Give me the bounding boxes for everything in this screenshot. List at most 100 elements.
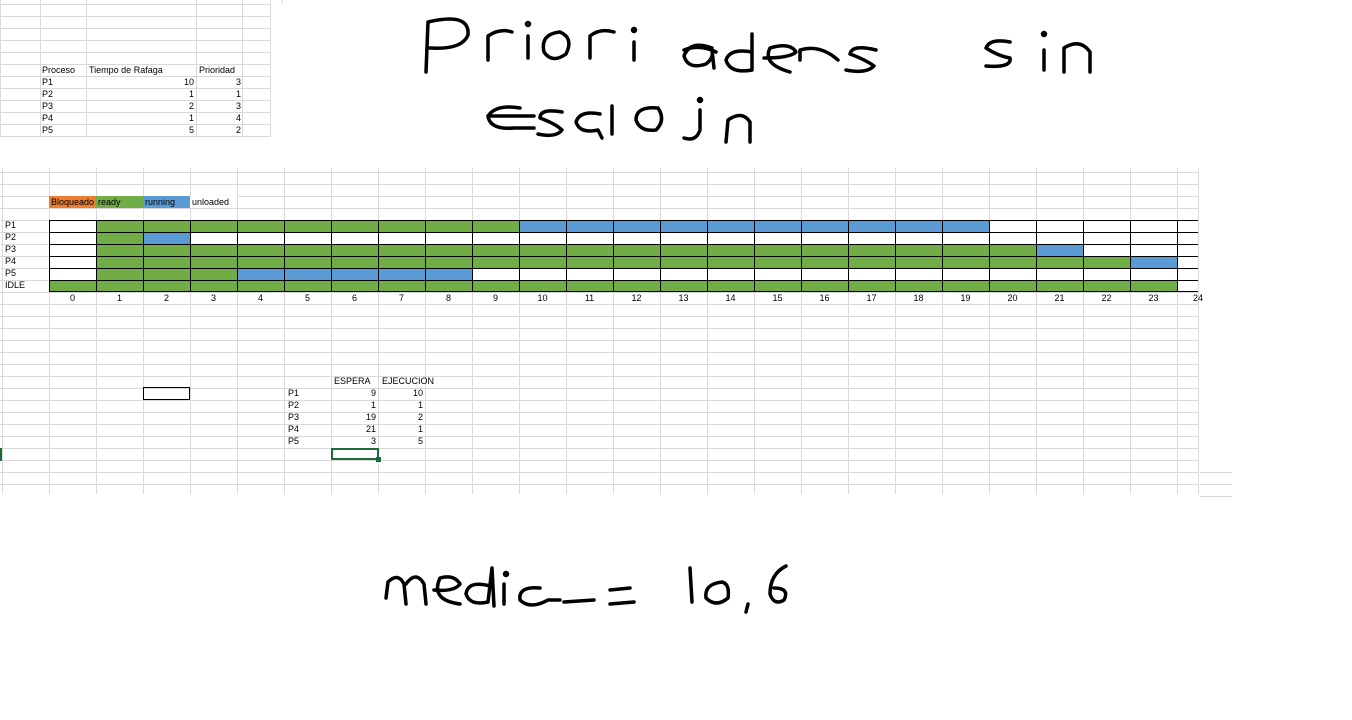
gantt-cell[interactable] (566, 256, 613, 268)
gantt-cell[interactable] (895, 220, 942, 232)
gantt-cell[interactable] (519, 256, 566, 268)
gantt-cell[interactable] (989, 256, 1036, 268)
gantt-cell[interactable] (754, 268, 801, 280)
gantt-cell[interactable] (942, 232, 989, 244)
gantt-cell[interactable] (378, 256, 425, 268)
gantt-cell[interactable] (613, 220, 660, 232)
gantt-cell[interactable] (49, 232, 96, 244)
gantt-cell[interactable] (190, 268, 237, 280)
gantt-cell[interactable] (472, 280, 519, 292)
gantt-cell[interactable] (1177, 220, 1198, 232)
gantt-cell[interactable] (989, 244, 1036, 256)
gantt-cell[interactable] (237, 220, 284, 232)
gantt-cell[interactable] (425, 280, 472, 292)
gantt-cell[interactable] (472, 268, 519, 280)
gantt-cell[interactable] (425, 232, 472, 244)
gantt-cell[interactable] (566, 280, 613, 292)
gantt-cell[interactable] (942, 244, 989, 256)
gantt-cell[interactable] (472, 232, 519, 244)
gantt-cell[interactable] (660, 244, 707, 256)
gantt-cell[interactable] (895, 232, 942, 244)
gantt-cell[interactable] (1177, 268, 1198, 280)
gantt-cell[interactable] (1036, 244, 1083, 256)
gantt-cell[interactable] (801, 220, 848, 232)
gantt-cell[interactable] (190, 232, 237, 244)
gantt-cell[interactable] (1130, 244, 1177, 256)
gantt-cell[interactable] (942, 220, 989, 232)
gantt-cell[interactable] (895, 244, 942, 256)
gantt-cell[interactable] (49, 256, 96, 268)
gantt-cell[interactable] (1036, 256, 1083, 268)
gantt-cell[interactable] (519, 268, 566, 280)
gantt-cell[interactable] (96, 280, 143, 292)
gantt-cell[interactable] (519, 220, 566, 232)
gantt-cell[interactable] (96, 232, 143, 244)
gantt-cell[interactable] (1177, 280, 1198, 292)
gantt-cell[interactable] (143, 220, 190, 232)
gantt-cell[interactable] (660, 232, 707, 244)
gantt-cell[interactable] (707, 280, 754, 292)
gantt-cell[interactable] (1177, 232, 1198, 244)
gantt-cell[interactable] (707, 220, 754, 232)
gantt-cell[interactable] (1130, 280, 1177, 292)
gantt-cell[interactable] (613, 256, 660, 268)
gantt-cell[interactable] (331, 256, 378, 268)
gantt-cell[interactable] (1036, 268, 1083, 280)
gantt-cell[interactable] (754, 220, 801, 232)
gantt-cell[interactable] (848, 268, 895, 280)
gantt-cell[interactable] (49, 268, 96, 280)
gantt-cell[interactable] (801, 280, 848, 292)
gantt-cell[interactable] (143, 280, 190, 292)
gantt-cell[interactable] (284, 220, 331, 232)
gantt-cell[interactable] (1130, 232, 1177, 244)
gantt-cell[interactable] (1083, 232, 1130, 244)
gantt-cell[interactable] (566, 244, 613, 256)
gantt-cell[interactable] (848, 256, 895, 268)
gantt-cell[interactable] (49, 280, 96, 292)
gantt-cell[interactable] (378, 220, 425, 232)
gantt-cell[interactable] (1177, 244, 1198, 256)
gantt-cell[interactable] (660, 256, 707, 268)
gantt-cell[interactable] (566, 268, 613, 280)
gantt-cell[interactable] (848, 232, 895, 244)
gantt-cell[interactable] (237, 244, 284, 256)
gantt-cell[interactable] (284, 232, 331, 244)
gantt-cell[interactable] (1083, 220, 1130, 232)
gantt-cell[interactable] (425, 244, 472, 256)
gantt-cell[interactable] (96, 268, 143, 280)
gantt-cell[interactable] (49, 244, 96, 256)
gantt-cell[interactable] (613, 280, 660, 292)
gantt-cell[interactable] (237, 280, 284, 292)
gantt-cell[interactable] (660, 220, 707, 232)
gantt-cell[interactable] (1083, 268, 1130, 280)
gantt-cell[interactable] (331, 280, 378, 292)
gantt-cell[interactable] (754, 232, 801, 244)
gantt-cell[interactable] (566, 220, 613, 232)
gantt-cell[interactable] (425, 268, 472, 280)
gantt-cell[interactable] (472, 256, 519, 268)
gantt-cell[interactable] (942, 280, 989, 292)
gantt-cell[interactable] (848, 220, 895, 232)
gantt-cell[interactable] (707, 256, 754, 268)
gantt-cell[interactable] (378, 268, 425, 280)
gantt-cell[interactable] (848, 280, 895, 292)
gantt-cell[interactable] (331, 232, 378, 244)
gantt-cell[interactable] (190, 244, 237, 256)
gantt-cell[interactable] (801, 232, 848, 244)
gantt-cell[interactable] (707, 268, 754, 280)
gantt-cell[interactable] (801, 244, 848, 256)
gantt-cell[interactable] (472, 220, 519, 232)
gantt-cell[interactable] (1083, 244, 1130, 256)
gantt-cell[interactable] (237, 268, 284, 280)
gantt-cell[interactable] (519, 244, 566, 256)
gantt-cell[interactable] (519, 232, 566, 244)
gantt-cell[interactable] (96, 244, 143, 256)
gantt-cell[interactable] (754, 280, 801, 292)
gantt-cell[interactable] (237, 232, 284, 244)
gantt-cell[interactable] (519, 280, 566, 292)
gantt-cell[interactable] (1130, 256, 1177, 268)
gantt-cell[interactable] (331, 268, 378, 280)
gantt-cell[interactable] (895, 280, 942, 292)
gantt-cell[interactable] (331, 244, 378, 256)
gantt-cell[interactable] (801, 268, 848, 280)
